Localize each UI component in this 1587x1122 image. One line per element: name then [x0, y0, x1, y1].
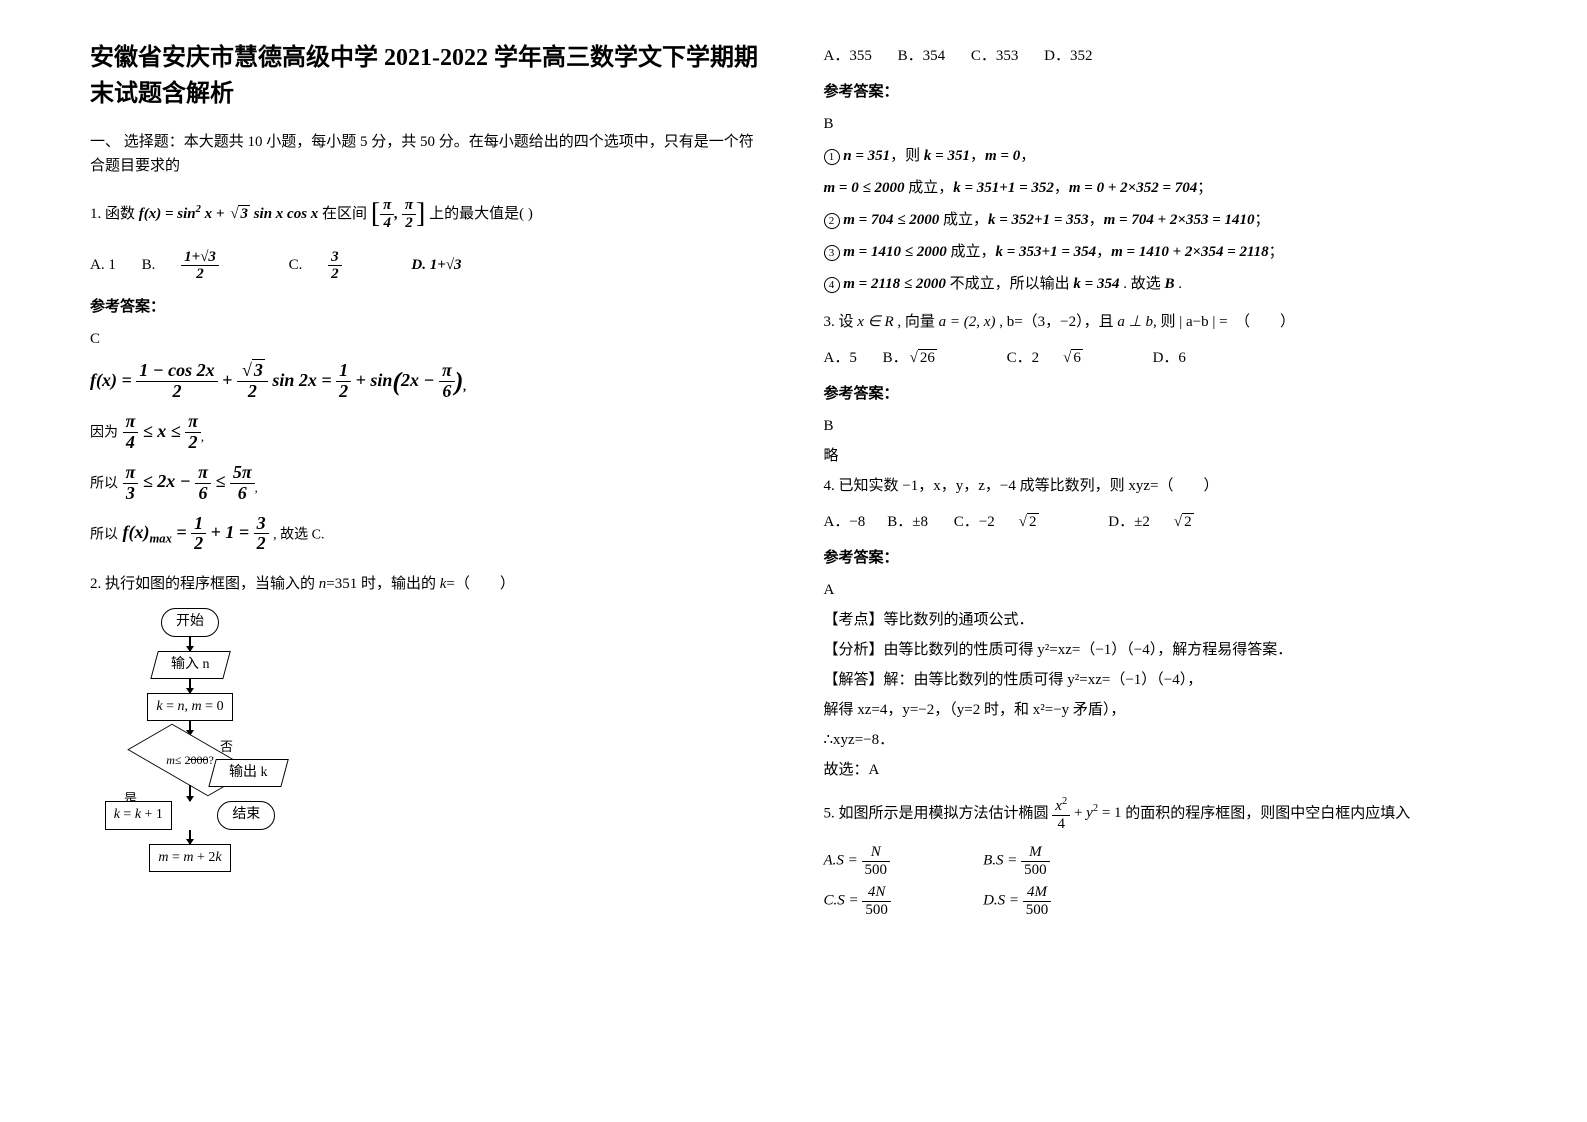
q1-optC: C. 32 [289, 257, 386, 273]
fc-start: 开始 [161, 608, 219, 636]
q1-stem-end: 上的最大值是( ) [429, 206, 533, 222]
question-1: 1. 函数 f(x) = sin2 x + 3 sin x cos x 在区间 … [90, 192, 764, 237]
q1-answer-label: 参考答案： [90, 295, 764, 319]
circ-3: 3 [824, 245, 840, 261]
fc-init: k = n, m = 0 [147, 693, 232, 721]
fc-input: 输入 n [150, 651, 230, 679]
q4-jd1: 【解答】解：由等比数列的性质可得 y²=xz=（−1）（−4）， [824, 668, 1498, 692]
bracket-r: ] [416, 198, 425, 229]
q2-optA: A．355 [824, 48, 872, 64]
q5-options: A.S = N500 B.S = M500 C.S = 4N500 D.S = … [824, 844, 1104, 918]
q2-optC: C．353 [971, 48, 1019, 64]
q4-optC: C．−22 [954, 514, 1083, 530]
q4-jd2: 解得 xz=4，y=−2，（y=2 时，和 x²=−y 矛盾）， [824, 698, 1498, 722]
q1-optA: A. 1 [90, 257, 116, 273]
q1-optB: B. 1+√32 [142, 257, 263, 273]
q3-answer-label: 参考答案： [824, 382, 1498, 406]
doc-title: 安徽省安庆市慧德高级中学 2021-2022 学年高三数学文下学期期末试题含解析 [90, 40, 764, 112]
q3-optA: A．5 [824, 350, 857, 366]
q3-answer: B [824, 414, 1498, 438]
q4-fx: 【分析】由等比数列的性质可得 y²=xz=（−1）（−4），解方程易得答案． [824, 638, 1498, 662]
q3-optC: C．26 [1007, 350, 1127, 366]
q1-stem-pre: 函数 [105, 206, 135, 222]
section-1-heading: 一、 选择题：本大题共 10 小题，每小题 5 分，共 50 分。在每小题给出的… [90, 130, 764, 178]
left-column: 安徽省安庆市慧德高级中学 2021-2022 学年高三数学文下学期期末试题含解析… [90, 40, 764, 918]
q2-answer-label: 参考答案： [824, 80, 1498, 104]
q2-answer: B [824, 112, 1498, 136]
q2-solution: 1 n = 351，则 k = 351，m = 0， m = 0 ≤ 2000 … [824, 144, 1498, 296]
q4-answer: A [824, 578, 1498, 602]
question-3: 3. 设 x ∈ R , 向量 a = (2, x) , b=（3，−2），且 … [824, 310, 1498, 334]
right-column: A．355 B．354 C．353 D．352 参考答案： B 1 n = 35… [824, 40, 1498, 918]
q4-jd4: 故选：A [824, 758, 1498, 782]
q4-optD: D．±22 [1108, 514, 1237, 530]
q2-optD: D．352 [1044, 48, 1092, 64]
q1-options: A. 1 B. 1+√32 C. 32 D. 1+√3 [90, 249, 764, 283]
q1-answer: C [90, 327, 764, 351]
circ-4: 4 [824, 277, 840, 293]
q4-kp: 【考点】等比数列的通项公式． [824, 608, 1498, 632]
fc-update: m = m + 2k [149, 844, 230, 872]
q4-optA: A．−8 [824, 514, 866, 530]
q4-optB: B．±8 [887, 514, 928, 530]
bracket-l: [ [371, 198, 380, 229]
q1-sol-1: f(x) = 1 − cos 2x2 + 32 sin 2x = 12 + si… [90, 361, 764, 403]
fc-step: k = k + 1 [105, 801, 172, 829]
q4-answer-label: 参考答案： [824, 546, 1498, 570]
circ-2: 2 [824, 213, 840, 229]
q1-stem-post: 在区间 [322, 206, 367, 222]
question-2-stem: 2. 执行如图的程序框图，当输入的 n=351 时，输出的 k=（ ） [90, 572, 764, 596]
q5-optC: C.S = 4N500 [824, 884, 944, 918]
q3-optD: D．6 [1153, 350, 1186, 366]
q1-sol-4: 所以 f(x)max = 12 + 1 = 32 , 故选 C. [90, 514, 764, 555]
q2-optB: B．354 [898, 48, 946, 64]
q1-optD: D. 1+√3 [411, 257, 461, 273]
question-5: 5. 如图所示是用模拟方法估计椭圆 x24 + y2 = 1 的面积的程序框图，… [824, 796, 1498, 832]
q5-optD: D.S = 4M500 [983, 884, 1103, 918]
q5-optA: A.S = N500 [824, 844, 944, 878]
q4-jd3: ∴xyz=−8． [824, 728, 1498, 752]
q4-options: A．−8 B．±8 C．−22 D．±22 [824, 510, 1498, 534]
q3-optB: B．26 [883, 350, 981, 366]
q2-options: A．355 B．354 C．353 D．352 [824, 44, 1498, 68]
q1-sol-2: 因为 π4 ≤ x ≤ π2, [90, 412, 764, 453]
q1-func: f(x) = sin2 x + 3 sin x cos x [139, 206, 322, 222]
q1-num: 1. [90, 206, 101, 222]
circ-1: 1 [824, 149, 840, 165]
fc-end: 结束 [217, 801, 275, 829]
q1-sol-3: 所以 π3 ≤ 2x − π6 ≤ 5π6, [90, 463, 764, 504]
question-4: 4. 已知实数 −1，x，y，z，−4 成等比数列，则 xyz=（ ） [824, 474, 1498, 498]
q3-options: A．5 B．26 C．26 D．6 [824, 346, 1498, 370]
q3-brief: 略 [824, 444, 1498, 468]
flowchart: 开始 输入 n k = n, m = 0 m ≤ 2000? 是 否 输出 k [90, 608, 290, 872]
fc-cond: m ≤ 2000? [145, 735, 235, 785]
q5-optB: B.S = M500 [983, 844, 1103, 878]
